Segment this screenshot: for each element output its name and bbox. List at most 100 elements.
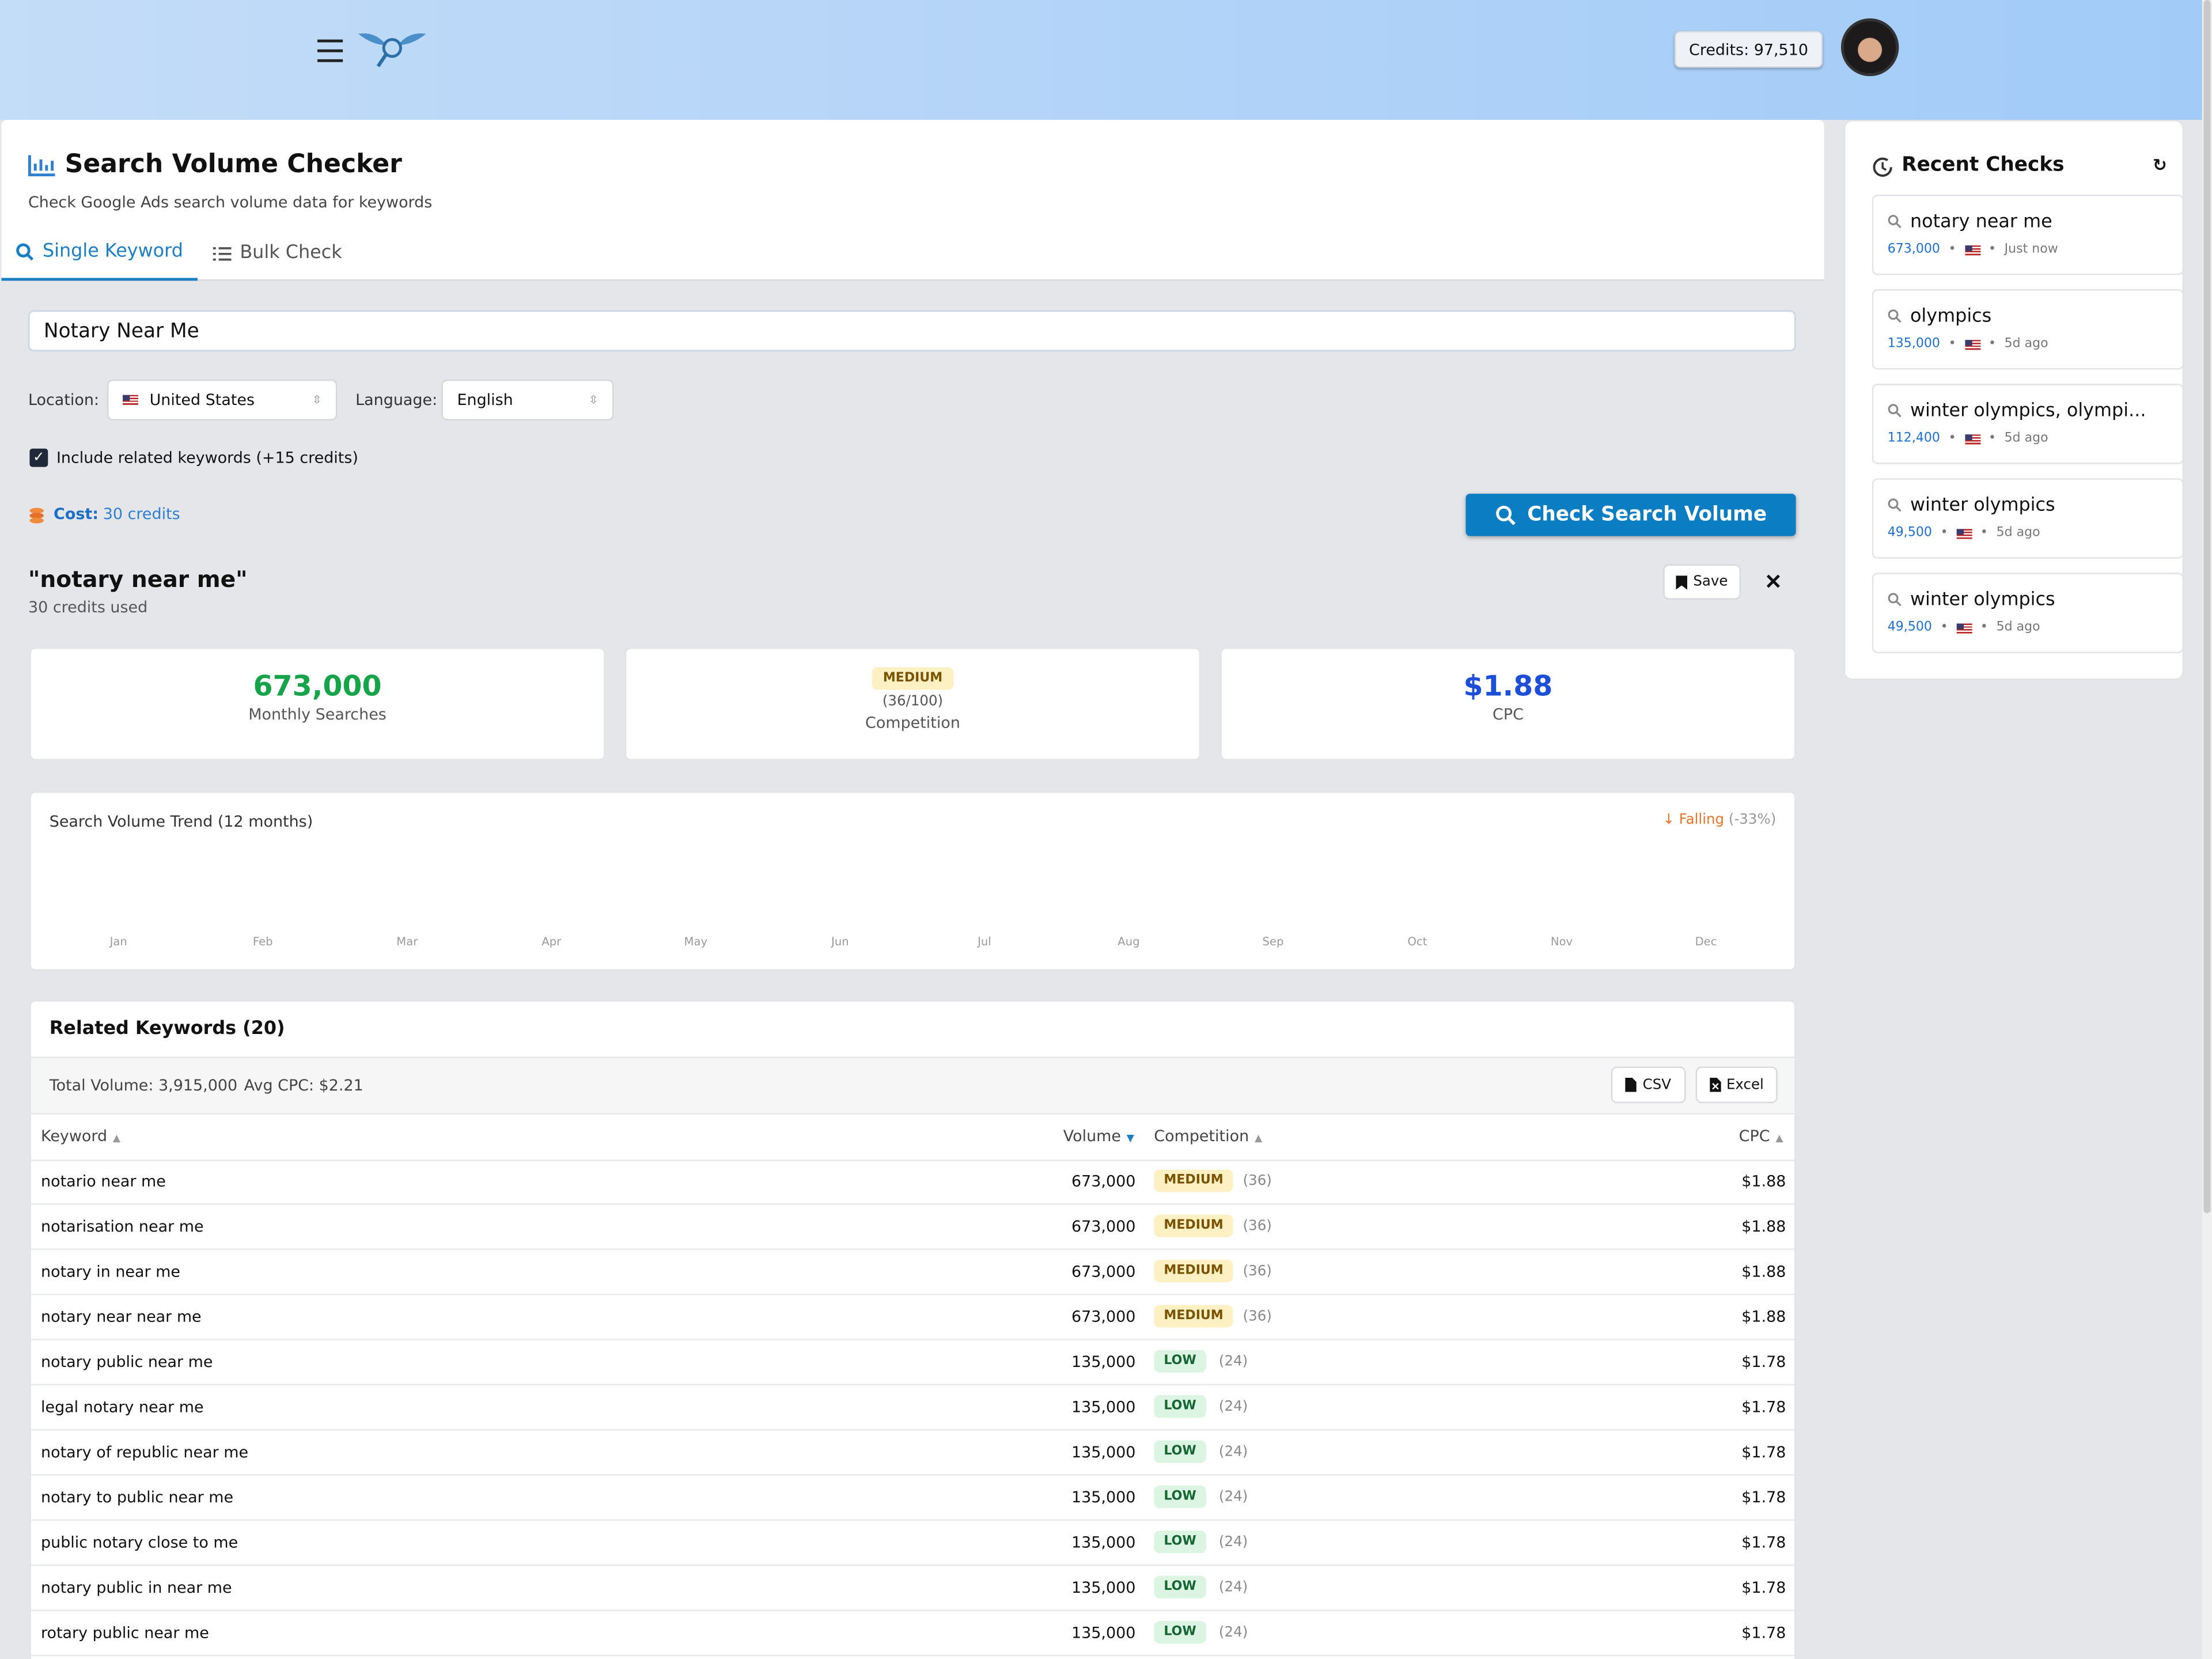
credits-badge[interactable]: Credits: 97,510 [1674, 31, 1823, 68]
competition-score: (36/100) [882, 694, 944, 710]
excel-button[interactable]: Excel [1695, 1066, 1778, 1104]
table-row[interactable] [31, 1476, 1795, 1521]
competition-badge: MEDIUM [1154, 1214, 1233, 1237]
recent-meta: 112,400 • • 5d ago [1888, 431, 2048, 445]
keyword-cell: notary of republic near me [41, 1443, 249, 1462]
menu-button[interactable] [316, 38, 344, 63]
recent-volume: 49,500 [1887, 526, 1932, 540]
avg-cpc: Avg CPC: $2.21 [244, 1076, 363, 1095]
language-label: Language: [355, 391, 438, 410]
recent-time: Just now [2004, 243, 2058, 257]
trend-status: ↓ Falling (-33%) [1662, 812, 1777, 828]
cpc-cell: $1.78 [1741, 1623, 1786, 1642]
table-row[interactable] [31, 1385, 1795, 1431]
month-label: Jul [978, 935, 991, 948]
close-button[interactable] [1766, 574, 1780, 588]
cpc-cell: $1.78 [1741, 1578, 1786, 1597]
competition-badge: MEDIUM [872, 667, 954, 690]
keyword-cell: legal notary near me [41, 1397, 204, 1416]
column-header[interactable]: CPC ▲ [1653, 1127, 1783, 1146]
keyword-cell: public notary close to me [41, 1533, 238, 1552]
table-row[interactable] [31, 1250, 1795, 1296]
month-label: Feb [252, 935, 273, 948]
table-row[interactable] [31, 1295, 1795, 1340]
check-button[interactable]: Check Search Volume [1465, 494, 1796, 536]
table-row[interactable] [31, 1611, 1795, 1657]
save-button[interactable]: Save [1663, 564, 1741, 600]
avatar[interactable] [1840, 18, 1899, 77]
sort-icon: ▲ [1775, 1132, 1783, 1145]
recent-item[interactable]: winter olympics 49,500 • • 5d ago [1872, 573, 2184, 653]
total-volume: Total Volume: 3,915,000 [49, 1076, 238, 1095]
column-label: CPC [1738, 1127, 1770, 1146]
competition-card: MEDIUM (36/100) Competition [624, 647, 1201, 761]
recent-item[interactable]: olympics 135,000 • • 5d ago [1872, 289, 2184, 370]
month-label: Sep [1262, 935, 1284, 948]
sort-icon: ▲ [112, 1132, 121, 1145]
language-select[interactable]: English ⇳ [441, 379, 614, 421]
table-row[interactable] [31, 1566, 1795, 1611]
competition-badge: MEDIUM [1154, 1305, 1233, 1328]
column-header[interactable]: Volume ▼ [1018, 1127, 1134, 1146]
recent-meta: 49,500 • • 5d ago [1888, 621, 2040, 635]
csv-button[interactable]: CSV [1611, 1066, 1686, 1104]
dot: • [1948, 337, 1956, 351]
recent-time: 5d ago [2004, 431, 2048, 446]
scrollbar [2202, 0, 2212, 1659]
recent-time: 5d ago [1996, 620, 2040, 635]
keyword-cell: rotary public near me [41, 1623, 209, 1642]
trend-card: Search Volume Trend (12 months) ↓ Fallin… [29, 791, 1796, 971]
table-row[interactable] [31, 1205, 1795, 1250]
recent-item[interactable]: winter olympics, olympi... 112,400 • • 5d ag… [1872, 384, 2184, 464]
table-row[interactable] [31, 1160, 1795, 1205]
recent-volume: 673,000 [1887, 243, 1940, 257]
competition-badge: LOW [1154, 1485, 1206, 1508]
trend-change: (-33%) [1728, 812, 1777, 828]
sort-icon: ▼ [1126, 1132, 1134, 1145]
dot: • [1948, 431, 1956, 446]
column-label: Volume [1063, 1127, 1121, 1146]
flag [1964, 339, 1980, 350]
keyword-input[interactable]: Notary Near Me [28, 310, 1796, 351]
month-label: Dec [1695, 935, 1717, 948]
column-header[interactable]: Competition ▲ [1154, 1127, 1262, 1146]
recent-item[interactable]: winter olympics 49,500 • • 5d ago [1872, 478, 2184, 559]
page-subtitle: Check Google Ads search volume data for … [28, 193, 433, 212]
tab-bulk[interactable]: Bulk Check [211, 226, 342, 281]
volume-cell: 673,000 [1071, 1308, 1136, 1327]
cpc-cell: $1.78 [1741, 1353, 1786, 1372]
recent-meta: 673,000 • • Just now [1888, 243, 2058, 256]
recent-card: Recent Checks ↻ notary near me 673,000 • • J… [1843, 120, 2184, 680]
dot: • [1988, 243, 1996, 257]
flag [1964, 434, 1980, 444]
location-select[interactable]: United States ⇳ [107, 379, 338, 421]
flag [1964, 244, 1980, 255]
tab-single[interactable]: Single Keyword [1, 226, 198, 281]
chart-icon [28, 155, 55, 177]
location-label: Location: [28, 391, 100, 410]
competition-score: (36) [1243, 1264, 1272, 1280]
search-icon [1888, 593, 1902, 611]
flag [1956, 528, 1972, 539]
dot: • [1948, 243, 1956, 257]
recent-keyword: olympics [1910, 306, 1992, 328]
recent-item[interactable]: notary near me 673,000 • • Just now [1872, 194, 2184, 275]
language-value: English [457, 391, 513, 410]
volume-cell: 135,000 [1071, 1578, 1136, 1597]
recent-keyword: notary near me [1910, 211, 2052, 233]
search-icon [1888, 403, 1902, 422]
column-label: Competition [1154, 1127, 1249, 1146]
excel-label: Excel [1726, 1077, 1764, 1093]
table-row[interactable] [31, 1430, 1795, 1476]
table-row[interactable] [31, 1340, 1795, 1385]
volume-cell: 673,000 [1071, 1262, 1136, 1281]
related-card: Related Keywords (20) Total Volume: 3,91… [29, 1000, 1796, 1659]
column-header[interactable]: Keyword ▲ [41, 1127, 120, 1146]
logo[interactable] [355, 28, 429, 70]
refresh-button[interactable]: ↻ [2153, 155, 2167, 175]
related-checkbox[interactable]: ✓ [29, 448, 48, 467]
table-row[interactable] [31, 1521, 1795, 1566]
competition-score: (24) [1218, 1399, 1248, 1415]
competition-badge: LOW [1154, 1440, 1206, 1463]
